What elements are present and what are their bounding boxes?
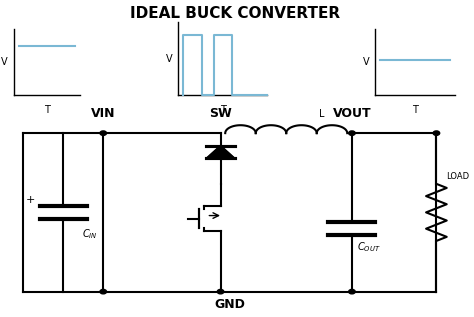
Circle shape (349, 289, 355, 294)
Text: V: V (165, 54, 172, 64)
Text: GND: GND (215, 298, 246, 311)
Text: VOUT: VOUT (333, 107, 371, 120)
Text: V: V (1, 57, 8, 67)
Text: $C_{OUT}$: $C_{OUT}$ (356, 240, 380, 254)
Text: T: T (220, 105, 226, 115)
Circle shape (349, 131, 355, 135)
Text: +: + (26, 195, 35, 205)
Polygon shape (207, 146, 235, 158)
Text: T: T (412, 105, 418, 115)
Text: LOAD: LOAD (446, 172, 469, 181)
Text: $C_{IN}$: $C_{IN}$ (82, 228, 98, 242)
Circle shape (100, 289, 107, 294)
Text: L: L (319, 109, 325, 119)
Text: SW: SW (209, 107, 232, 120)
Text: V: V (363, 57, 369, 67)
Circle shape (217, 289, 224, 294)
Circle shape (100, 131, 107, 135)
Text: VIN: VIN (91, 107, 116, 120)
Circle shape (433, 131, 440, 135)
Text: IDEAL BUCK CONVERTER: IDEAL BUCK CONVERTER (129, 6, 340, 21)
Text: T: T (44, 105, 50, 115)
